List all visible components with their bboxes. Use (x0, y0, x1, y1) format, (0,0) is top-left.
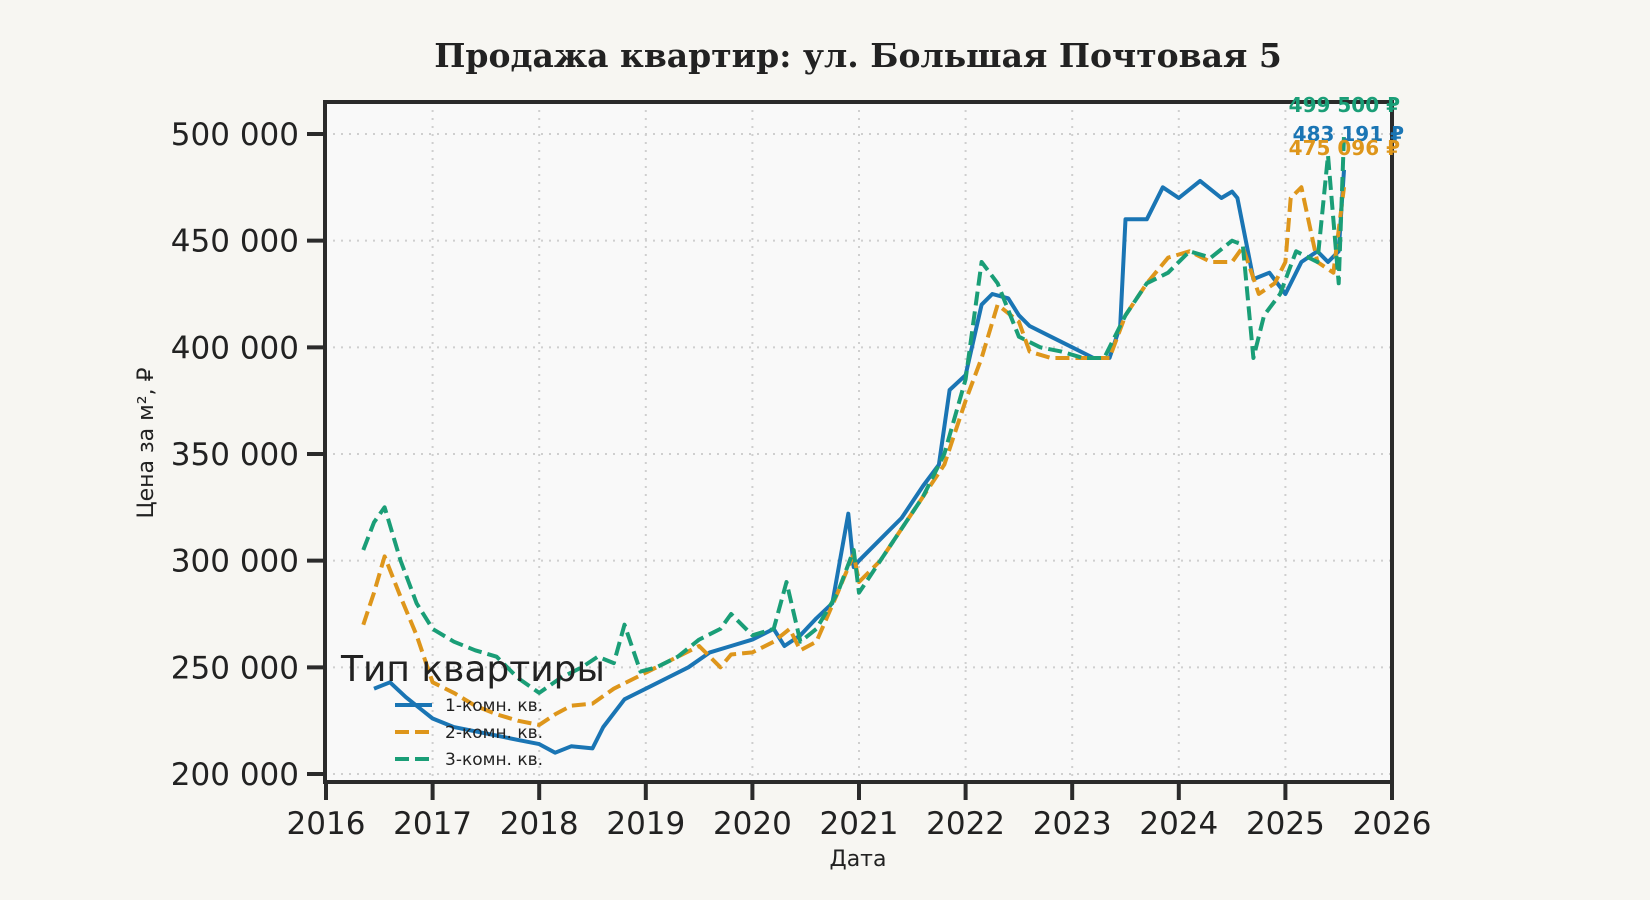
data-series (361, 135, 1346, 755)
x-tick-label: 2025 (1246, 806, 1325, 842)
series-line-3room (361, 135, 1346, 695)
x-tick-label: 2018 (500, 806, 579, 842)
y-axis-label: Цена за м², ₽ (134, 367, 159, 518)
series-line-2room (361, 185, 1346, 727)
legend-entry-2room: 2-комн. кв. (445, 723, 543, 743)
x-tick-label: 2020 (713, 806, 792, 842)
chart-title: Продажа квартир: ул. Большая Почтовая 5 (434, 36, 1282, 75)
legend-title: Тип квартиры (340, 649, 605, 690)
end-label-3room: 499 500 ₽ (1289, 93, 1400, 117)
x-tick-label: 2019 (606, 806, 685, 842)
end-value-labels: 499 500 ₽ 483 191 ₽ 475 096 ₽ (1289, 93, 1404, 160)
legend-entry-3room: 3-комн. кв. (445, 750, 543, 770)
end-label-1room: 483 191 ₽ (1293, 122, 1404, 146)
legend-entry-1room: 1-комн. кв. (445, 696, 543, 716)
y-tick-label: 450 000 (171, 224, 299, 260)
y-tick-label: 350 000 (171, 437, 299, 473)
x-tick-label: 2016 (287, 806, 366, 842)
x-axis-label: Дата (830, 847, 887, 872)
x-tick-label: 2022 (926, 806, 1005, 842)
x-tick-label: 2024 (1139, 806, 1218, 842)
end-label-2room: 475 096 ₽ (1289, 136, 1400, 160)
y-axis-ticks: 200 000 250 000 300 000 350 000 400 000 450 0… (171, 117, 325, 793)
legend: Тип квартиры 1-комн. кв. 2-комн. кв. 3-к… (340, 649, 605, 770)
x-tick-label: 2023 (1033, 806, 1112, 842)
y-tick-label: 300 000 (171, 544, 299, 580)
x-tick-label: 2026 (1353, 806, 1432, 842)
y-tick-label: 500 000 (171, 117, 299, 153)
y-tick-label: 250 000 (171, 650, 299, 686)
y-tick-label: 200 000 (171, 757, 299, 793)
x-tick-label: 2017 (393, 806, 472, 842)
series-line-1room (373, 169, 1346, 755)
y-tick-label: 400 000 (171, 330, 299, 366)
x-axis-ticks: 2016 2017 2018 2019 2020 2021 2022 2023 2024 2025… (287, 782, 1432, 842)
x-tick-label: 2021 (820, 806, 899, 842)
